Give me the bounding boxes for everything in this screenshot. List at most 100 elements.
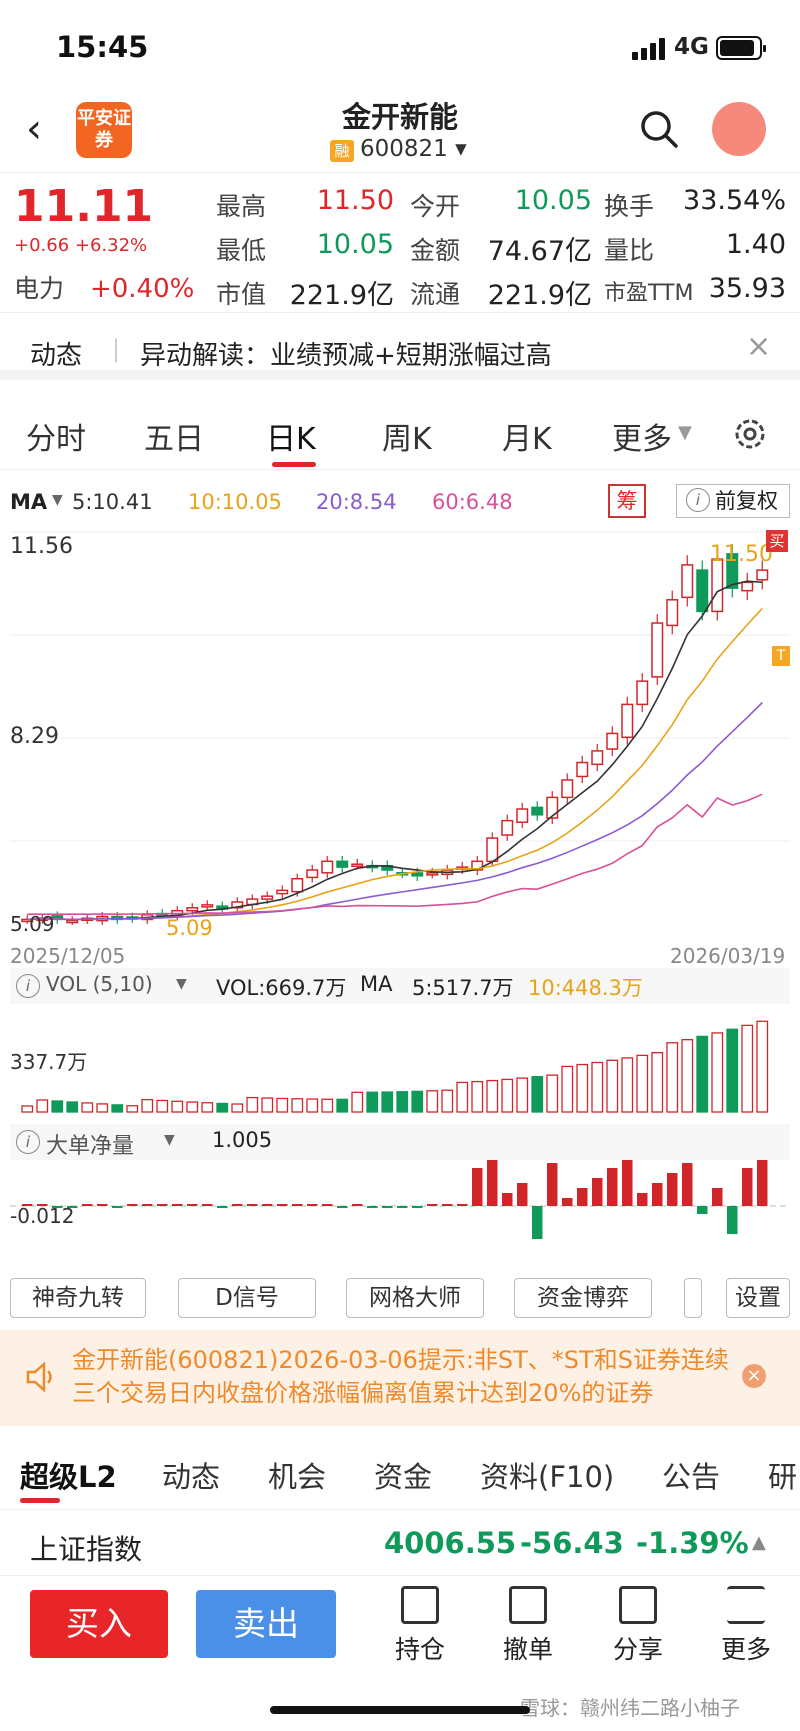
tab-super-l2[interactable]: 超级L2 <box>20 1460 117 1494</box>
chevron-down-icon[interactable]: ▼ <box>52 492 63 508</box>
avatar[interactable] <box>712 102 766 156</box>
volume-bar <box>141 1098 154 1113</box>
candle <box>591 750 604 766</box>
tool-d-signal[interactable]: D信号 <box>178 1278 316 1318</box>
bigorder-bar <box>292 1204 303 1206</box>
peak-price-marker: 11.50 <box>710 542 773 567</box>
tool-hidden[interactable] <box>684 1278 702 1318</box>
bigorder-bar <box>697 1206 708 1214</box>
bigorder-label[interactable]: 大单净量 <box>46 1134 135 1159</box>
tab-timeshare[interactable]: 分时 <box>26 422 86 457</box>
volume-bar <box>156 1099 169 1113</box>
volume-axis-label: 337.7万 <box>10 1050 88 1074</box>
volume-bar <box>651 1052 664 1113</box>
more-label: 更多 <box>720 1635 771 1664</box>
index-ticker[interactable]: 上证指数 4006.55 -56.43 -1.39% ▲ <box>0 1512 800 1576</box>
adjust-button[interactable]: 前复权 <box>676 484 790 518</box>
info-icon[interactable]: i <box>16 1130 40 1154</box>
notice-text: 金开新能(600821)2026-03-06提示:非ST、*ST和S证券连续三个… <box>72 1346 729 1407</box>
share-button[interactable]: 分享 <box>598 1586 678 1666</box>
volume-bar <box>696 1035 709 1113</box>
tool-fund-game[interactable]: 资金博弈 <box>514 1278 652 1318</box>
volume-bar <box>231 1103 244 1113</box>
more-button[interactable]: 更多 <box>706 1586 786 1666</box>
t-signal-badge: T <box>772 646 790 666</box>
tab-opportunity[interactable]: 机会 <box>268 1460 327 1494</box>
volume-ma5: 5:517.7万 <box>412 976 514 1000</box>
bigorder-chart[interactable]: -0.012 <box>10 1158 790 1270</box>
date-start: 2025/12/05 <box>10 944 126 968</box>
turnover-value: 33.54% <box>683 185 786 216</box>
tab-research[interactable]: 研 <box>768 1460 798 1494</box>
tab-monthly-k[interactable]: 月K <box>502 422 552 457</box>
bigorder-bar <box>517 1183 528 1206</box>
bigorder-bar <box>532 1206 543 1239</box>
search-icon[interactable] <box>640 110 678 148</box>
bigorder-bar <box>682 1163 693 1206</box>
chevron-up-icon[interactable]: ▲ <box>752 1532 766 1553</box>
tab-funds[interactable]: 资金 <box>374 1460 433 1494</box>
volume-bar <box>336 1098 349 1113</box>
date-end: 2026/03/19 <box>670 944 786 968</box>
volume-indicator-label[interactable]: VOL (5,10) <box>46 972 153 996</box>
info-icon[interactable]: i <box>16 974 40 998</box>
stock-header: ‹ 平安证券 金开新能 融 600821 ▾ <box>0 90 800 170</box>
notice-banner[interactable]: 金开新能(600821)2026-03-06提示:非ST、*ST和S证券连续三个… <box>0 1330 800 1426</box>
bigorder-bar <box>652 1183 663 1206</box>
tool-settings[interactable]: 设置 <box>726 1278 790 1318</box>
bigorder-bar <box>637 1193 648 1206</box>
battery-icon <box>716 36 766 60</box>
volume-chart[interactable]: 337.7万 <box>10 1004 790 1116</box>
tool-grid-master[interactable]: 网格大师 <box>346 1278 484 1318</box>
tab-weekly-k[interactable]: 周K <box>382 422 432 457</box>
tab-announcement[interactable]: 公告 <box>662 1460 721 1494</box>
bigorder-bar <box>622 1158 633 1206</box>
active-tab-indicator <box>272 462 316 467</box>
share-icon <box>619 1586 657 1624</box>
tab-more[interactable]: 更多 <box>612 422 672 457</box>
candle <box>501 819 514 836</box>
bigorder-bar <box>157 1204 168 1206</box>
tab-daily-k[interactable]: 日K <box>266 422 316 457</box>
volume-bar <box>111 1104 124 1113</box>
tab-five-day[interactable]: 五日 <box>144 422 204 457</box>
bigorder-axis-label: -0.012 <box>10 1204 75 1228</box>
sell-button[interactable]: 卖出 <box>196 1590 336 1658</box>
tab-f10[interactable]: 资料(F10) <box>480 1460 615 1494</box>
sector-item[interactable]: 电力 +0.40% <box>14 269 194 305</box>
broker-logo[interactable]: 平安证券 <box>76 102 132 158</box>
ma-line <box>27 580 763 921</box>
candle <box>696 569 709 613</box>
buy-button[interactable]: 买入 <box>30 1590 168 1658</box>
chevron-down-icon[interactable]: ▼ <box>164 1132 175 1148</box>
bigorder-bar <box>277 1204 288 1206</box>
bigorder-bar <box>37 1204 48 1206</box>
ma-label[interactable]: MA <box>10 490 48 514</box>
candle <box>276 889 289 895</box>
kline-chart[interactable]: 11.56 8.29 5.09 5.09 11.50 买 T <box>10 530 790 945</box>
candle <box>186 907 199 912</box>
news-strip[interactable]: 动态 | 异动解读：业绩预减+短期涨幅过高 × <box>0 312 800 380</box>
pe-value: 35.93 <box>708 273 786 304</box>
candle <box>576 761 589 778</box>
volume-bar <box>366 1091 379 1113</box>
gear-icon[interactable] <box>732 416 768 452</box>
chip-button[interactable]: 筹 <box>608 484 646 518</box>
close-icon[interactable]: × <box>746 329 772 364</box>
tab-dynamic[interactable]: 动态 <box>162 1460 221 1494</box>
tool-nine-turn[interactable]: 神奇九转 <box>10 1278 146 1318</box>
close-icon[interactable]: × <box>742 1364 766 1388</box>
float-value: 221.9亿 <box>487 280 592 311</box>
bigorder-bar <box>412 1206 423 1208</box>
bigorder-bar <box>472 1168 483 1206</box>
margin-badge: 融 <box>330 140 354 162</box>
bigorder-bar <box>727 1206 738 1234</box>
vol-ratio-value: 1.40 <box>725 229 786 260</box>
back-icon[interactable]: ‹ <box>26 106 42 152</box>
volume-bar <box>426 1090 439 1113</box>
stock-code-selector[interactable]: 600821 ▾ <box>360 136 467 162</box>
hold-button[interactable]: 持仓 <box>380 1586 460 1666</box>
cancel-order-button[interactable]: 撤单 <box>488 1586 568 1666</box>
chevron-down-icon[interactable]: ▼ <box>176 976 187 992</box>
bigorder-bar <box>757 1158 768 1206</box>
